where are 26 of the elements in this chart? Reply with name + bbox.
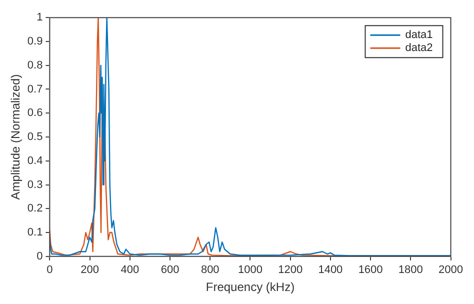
y-tick-label: 1	[36, 12, 43, 24]
y-tick-label: 0	[36, 250, 43, 262]
x-tick-label: 400	[120, 264, 140, 276]
x-tick-label: 200	[80, 264, 99, 276]
y-axis-title: Amplitude (Normalized)	[8, 74, 23, 200]
y-tick-label: 0.1	[27, 226, 43, 239]
y-tick-label: 0.2	[27, 202, 43, 215]
x-axis-title: Frequency (kHz)	[206, 280, 295, 294]
y-tick-label: 0.9	[27, 36, 43, 48]
y-tick-label: 0.8	[27, 59, 43, 72]
x-tick-label: 1400	[318, 264, 343, 276]
y-tick-label: 0.4	[27, 154, 43, 167]
x-tick-label: 0	[46, 264, 53, 276]
y-tick-label: 0.7	[27, 83, 43, 96]
x-tick-label: 600	[160, 264, 180, 276]
legend-label: data2	[405, 42, 433, 54]
y-tick-label: 0.6	[27, 107, 43, 120]
x-tick-label: 1200	[278, 264, 303, 276]
x-tick-label: 2000	[438, 264, 464, 276]
y-tick-label: 0.5	[27, 131, 43, 144]
x-tick-label: 800	[200, 264, 220, 276]
legend-label: data1	[405, 29, 433, 42]
x-tick-label: 1000	[238, 264, 262, 276]
y-tick-label: 0.3	[27, 178, 43, 191]
x-tick-label: 1600	[358, 264, 383, 276]
x-tick-label: 1800	[398, 264, 423, 276]
